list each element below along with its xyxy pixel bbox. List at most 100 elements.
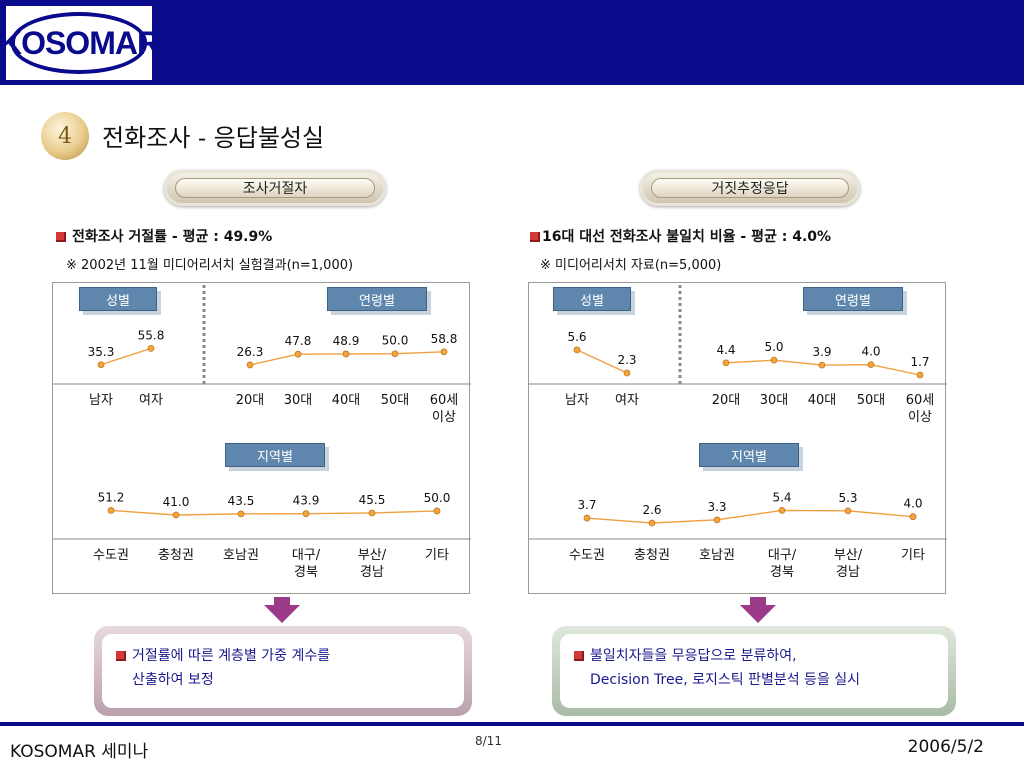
right-series-line-0 (576, 349, 628, 374)
left-data-label: 41.0 (163, 495, 190, 509)
left-data-label: 26.3 (237, 345, 264, 359)
right-data-label: 2.3 (617, 353, 636, 367)
left-data-point (440, 348, 448, 356)
left-data-label: 48.9 (333, 334, 360, 348)
left-category-label: 60세 (430, 393, 459, 408)
left-series-line-2 (110, 509, 438, 516)
page-title: 전화조사 - 응답불성실 (102, 124, 325, 152)
left-data-point (246, 361, 254, 369)
header-divider (0, 85, 1024, 88)
section-number-badge: 4 (41, 112, 89, 160)
left-category-label: 50대 (381, 393, 410, 408)
right-data-point (916, 371, 924, 379)
header-bar (0, 0, 1024, 85)
right-data-label: 1.7 (910, 355, 929, 369)
left-series-line-0 (100, 347, 152, 366)
right-data-point (648, 519, 656, 527)
right-category-label: 20대 (712, 393, 741, 408)
footer-divider (0, 722, 1024, 726)
left-category-label: 호남권 (223, 548, 259, 563)
right-conclusion-box: 불일치자들을 무응답으로 분류하여, Decision Tree, 로지스틱 판… (552, 626, 956, 716)
right-category-label: 남자 (565, 393, 589, 408)
logo-ring: KOSOMAR (0, 12, 160, 74)
left-tag-gender: 성별 (79, 287, 157, 311)
right-conclusion-line1: 불일치자들을 무응답으로 분류하여, (574, 644, 934, 668)
left-category-label: 기타 (425, 548, 449, 563)
right-category-label: 경남 (836, 565, 860, 580)
left-data-point (107, 507, 115, 514)
left-conclusion-text1: 거절률에 따른 계층별 가중 계수를 (132, 648, 331, 664)
right-data-label: 2.6 (642, 503, 661, 517)
left-category-label: 부산/ (358, 548, 387, 563)
left-tag-age: 연령별 (327, 287, 427, 311)
left-data-point (391, 350, 399, 358)
left-pill-label: 조사거절자 (242, 181, 308, 197)
left-category-label: 이상 (432, 410, 456, 425)
right-note: ※ 미디어리서치 자료(n=5,000) (540, 258, 722, 273)
left-category-label: 30대 (284, 393, 313, 408)
left-data-label: 50.0 (382, 334, 409, 348)
right-data-point (713, 516, 721, 524)
right-data-point (722, 359, 730, 367)
right-category-label: 이상 (908, 410, 932, 425)
left-data-label: 43.5 (228, 494, 255, 508)
left-data-point (433, 507, 441, 515)
right-category-label: 수도권 (569, 548, 605, 563)
right-chart-panel: 5.6 남자 2.3 여자 4.4 20대 5.0 30대 3.9 40대 4.0 50대 1.7 60세… (528, 282, 947, 594)
footer-title: KOSOMAR 세미나 (10, 742, 149, 762)
right-data-label: 5.3 (838, 491, 857, 505)
left-data-point (97, 361, 105, 369)
left-conclusion-line1: 거절률에 따른 계층별 가중 계수를 (116, 644, 450, 668)
right-conclusion-text1: 불일치자들을 무응답으로 분류하여, (590, 648, 797, 664)
left-headline-text: 전화조사 거절률 - 평균 : 49.9% (72, 229, 273, 245)
right-category-pill: 거짓추정응답 (640, 170, 860, 206)
left-category-label: 충청권 (158, 548, 194, 563)
right-category-label: 기타 (901, 548, 925, 563)
right-data-label: 3.9 (812, 345, 831, 359)
page-number: 8/11 (475, 734, 502, 748)
left-category-label: 대구/ (292, 548, 321, 563)
right-data-label: 5.0 (764, 340, 783, 354)
right-data-point (583, 514, 591, 522)
footer-date: 2006/5/2 (907, 737, 984, 757)
left-category-label: 40대 (332, 393, 361, 408)
bullet-icon (116, 651, 126, 661)
left-category-label: 경남 (360, 565, 384, 580)
left-data-point (237, 510, 245, 518)
right-category-label: 여자 (615, 393, 639, 408)
left-data-label: 51.2 (98, 490, 125, 504)
right-data-label: 5.4 (772, 490, 791, 504)
right-series-line-2 (586, 509, 914, 524)
right-tag-age: 연령별 (803, 287, 903, 311)
left-data-point (147, 344, 155, 352)
left-data-point (342, 350, 350, 358)
left-chart-panel: 35.3 남자 55.8 여자 26.3 20대 47.8 30대 48.9 40대 50.0 50대… (52, 282, 471, 594)
left-category-label: 수도권 (93, 548, 129, 563)
left-tag-region: 지역별 (225, 443, 325, 467)
left-data-point (172, 511, 180, 519)
right-data-point (909, 513, 917, 521)
left-chart-svg: 35.3 남자 55.8 여자 26.3 20대 47.8 30대 48.9 40대 50.0 50대… (53, 285, 471, 580)
right-category-label: 30대 (760, 393, 789, 408)
logo: KOSOMAR (0, 6, 160, 80)
right-conclusion-line2: Decision Tree, 로지스틱 판별분석 등을 실시 (590, 672, 861, 688)
right-data-label: 3.7 (577, 498, 596, 512)
right-headline: 16대 대선 전화조사 불일치 비율 - 평균 : 4.0% (530, 226, 831, 246)
right-category-label: 충청권 (634, 548, 670, 563)
right-conclusion-content: 불일치자들을 무응답으로 분류하여, Decision Tree, 로지스틱 판… (560, 634, 948, 708)
left-conclusion-line2: 산출하여 보정 (132, 672, 214, 688)
right-data-label: 4.0 (903, 497, 922, 511)
right-data-point (867, 361, 875, 369)
left-data-point (294, 350, 302, 358)
right-data-point (778, 506, 786, 514)
left-category-label: 경북 (294, 565, 318, 580)
left-data-point (302, 510, 310, 518)
left-data-label: 50.0 (424, 491, 451, 505)
right-data-label: 4.4 (716, 343, 735, 357)
logo-text: KOSOMAR (0, 24, 160, 61)
left-note: ※ 2002년 11월 미디어리서치 실험결과(n=1,000) (66, 258, 354, 273)
right-data-point (818, 361, 826, 369)
left-headline: 전화조사 거절률 - 평균 : 49.9% (56, 226, 272, 246)
bullet-icon (574, 651, 584, 661)
left-down-arrow-icon (264, 597, 300, 623)
